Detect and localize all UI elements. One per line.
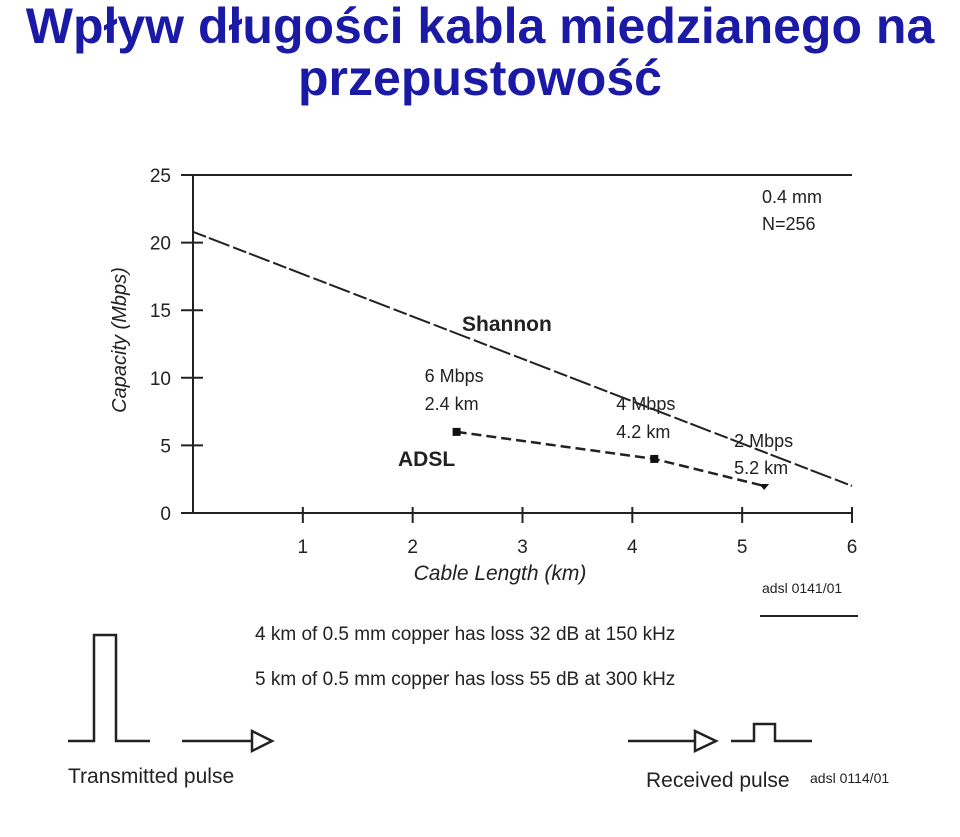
adsl-data-point <box>452 427 461 436</box>
point-label-rate: 2 Mbps <box>734 431 793 451</box>
x-ticks: 1 2 3 4 5 6 <box>298 507 858 558</box>
point-label-length: 5.2 km <box>734 458 788 478</box>
point-label-rate: 6 Mbps <box>425 366 484 386</box>
x-tick-label: 4 <box>627 537 638 558</box>
adsl-line <box>456 430 765 488</box>
chart-code: adsl 0141/01 <box>762 580 842 596</box>
point-labels: 6 Mbps 2.4 km 4 Mbps 4.2 km 2 Mbps 5.2 km <box>425 366 794 478</box>
adsl-data-point <box>650 454 659 463</box>
x-tick-label: 6 <box>847 537 858 558</box>
y-tick-label: 5 <box>160 436 171 457</box>
adsl-data-point <box>759 483 770 490</box>
transmitted-arrow-head-icon <box>250 728 275 754</box>
y-tick-label: 20 <box>150 234 171 255</box>
shannon-series-label: Shannon <box>462 313 552 336</box>
adsl-series-label: ADSL <box>398 448 455 471</box>
received-pulse-diagram: Received pulse adsl 0114/01 <box>628 722 889 792</box>
slide-title: Wpływ długości kabla miedzianego na prze… <box>0 0 960 104</box>
x-tick-label: 2 <box>407 537 418 558</box>
note-line-2: 5 km of 0.5 mm copper has loss 55 dB at … <box>255 669 675 690</box>
transmitted-pulse-waveform <box>68 633 150 743</box>
x-tick-label: 1 <box>298 537 309 558</box>
slide-title-line2: przepustowość <box>298 50 662 106</box>
corner-note-wire: 0.4 mm <box>762 187 822 207</box>
y-tick-label: 15 <box>150 301 171 322</box>
y-tick-label: 25 <box>150 166 171 187</box>
y-ticks: 0 5 10 15 20 25 <box>150 166 203 525</box>
point-label-length: 2.4 km <box>425 394 479 414</box>
received-pulse-label: Received pulse <box>646 769 790 792</box>
chart: 0 5 10 15 20 25 1 2 3 4 5 6 Capacity (Mbps) Cable … <box>109 166 858 617</box>
x-tick-label: 5 <box>737 537 748 558</box>
point-label-length: 4.2 km <box>616 422 670 442</box>
y-axis-label: Capacity (Mbps) <box>109 267 131 413</box>
shannon-line <box>192 230 853 487</box>
corner-note-n: N=256 <box>762 214 816 234</box>
point-label-rate: 4 Mbps <box>616 394 675 414</box>
x-axis-label: Cable Length (km) <box>414 562 587 585</box>
transmitted-pulse-label: Transmitted pulse <box>68 765 234 788</box>
y-tick-label: 10 <box>150 369 171 390</box>
pulse-figure-code: adsl 0114/01 <box>810 770 889 786</box>
y-tick-label: 0 <box>160 504 171 525</box>
received-pulse-waveform <box>731 722 812 743</box>
x-tick-label: 3 <box>517 537 528 558</box>
note-line-1: 4 km of 0.5 mm copper has loss 32 dB at … <box>255 624 675 645</box>
transmitted-pulse-diagram: Transmitted pulse <box>68 633 275 788</box>
received-arrow-head-icon <box>693 729 719 753</box>
series-layer <box>192 230 853 490</box>
slide-title-line1: Wpływ długości kabla miedzianego na <box>25 0 935 54</box>
